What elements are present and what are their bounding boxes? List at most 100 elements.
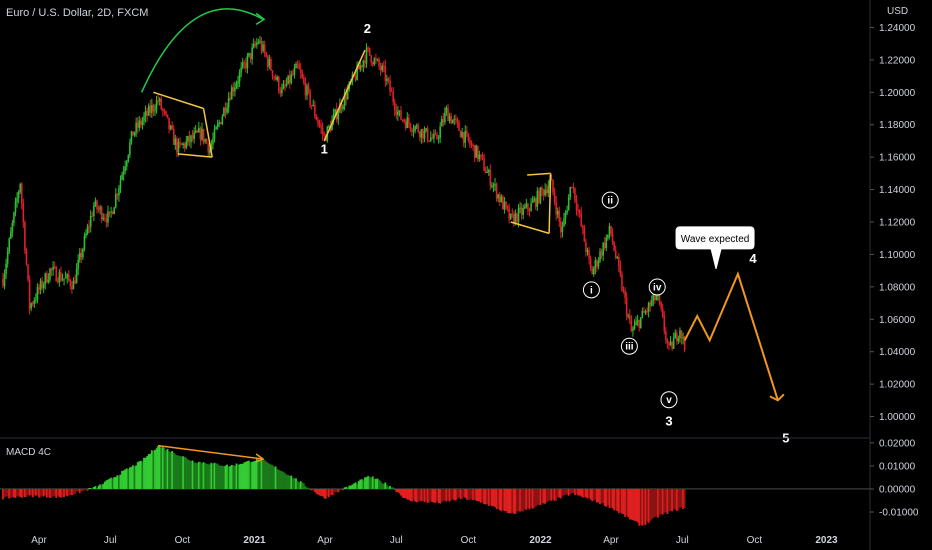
macd-bar — [367, 475, 369, 489]
macd-bar — [605, 488, 608, 507]
macd-bar — [559, 488, 562, 499]
candle-body — [423, 130, 426, 139]
candle-body — [411, 129, 413, 132]
candle — [296, 60, 299, 69]
candle — [179, 137, 181, 149]
macd-bar — [338, 488, 341, 491]
candle — [221, 114, 224, 126]
macd-bar — [450, 488, 453, 501]
candle — [625, 292, 628, 321]
macd-bar — [232, 465, 235, 489]
candle-body — [55, 267, 58, 282]
candle-body — [223, 107, 225, 117]
candle-body — [314, 104, 316, 116]
candle — [575, 194, 578, 216]
candle — [538, 188, 540, 205]
macd-bar — [99, 484, 102, 489]
candle-body — [674, 332, 677, 339]
candle — [110, 206, 112, 218]
candle-body — [113, 207, 116, 215]
callout-wave-expected[interactable]: Wave expected — [675, 226, 755, 270]
macd-drawings — [158, 444, 265, 463]
candle-body — [663, 316, 666, 332]
candle — [158, 97, 161, 106]
candle — [124, 160, 126, 175]
price-axis[interactable]: 1.24000 1.22000 1.20000 1.18000 1.16000 1.140… — [870, 23, 916, 423]
candle — [47, 273, 50, 284]
candle — [343, 88, 346, 111]
candle-body — [661, 308, 664, 317]
symbol-title[interactable]: Euro / U.S. Dollar, 2D, FXCM — [6, 7, 148, 19]
candle-body — [572, 187, 575, 189]
candle-body — [332, 114, 335, 121]
candle — [646, 307, 648, 315]
macd-bar — [349, 485, 352, 489]
candle-body — [267, 56, 269, 67]
macd-bar — [33, 488, 36, 496]
macd-bar — [243, 462, 246, 489]
candle-body — [522, 208, 525, 215]
candle-body — [143, 116, 145, 121]
candle-body — [476, 145, 479, 160]
candle — [406, 112, 409, 129]
candle — [60, 266, 62, 283]
macd-bar — [610, 488, 612, 508]
candle — [361, 64, 363, 72]
macd-bar — [160, 447, 163, 489]
candle-body — [216, 123, 219, 128]
candle — [497, 193, 499, 203]
candle-body — [172, 128, 175, 145]
candle — [519, 202, 521, 214]
macd-pane[interactable] — [0, 444, 870, 526]
macd-axis[interactable]: 0.02000 0.01000 0.00000 -0.01000 — [870, 438, 919, 519]
candle — [425, 127, 427, 133]
candle — [199, 126, 202, 146]
candle-body — [209, 149, 211, 153]
candle — [566, 205, 568, 215]
candle-body — [602, 242, 604, 256]
candle-body — [315, 115, 318, 120]
macd-bar — [92, 486, 95, 489]
macd-bar — [422, 488, 424, 501]
indicator-label[interactable]: MACD 4C — [6, 447, 51, 458]
candle — [649, 299, 651, 312]
macd-bar — [531, 488, 534, 509]
macd-bar — [257, 458, 260, 489]
candle — [583, 224, 586, 243]
time-axis[interactable]: Apr Jul Oct 2021 Apr Jul Oct 2022 Apr Jul Oct 2023 — [31, 535, 838, 546]
candle-body — [514, 213, 517, 224]
candle — [552, 179, 554, 196]
candle-body — [505, 201, 507, 207]
candle — [392, 87, 394, 106]
candle-body — [94, 200, 97, 206]
macd-bar — [666, 488, 669, 514]
macd-bar — [675, 488, 678, 512]
macd-bar — [671, 488, 674, 512]
candle-body — [567, 197, 570, 211]
macd-bar — [635, 488, 637, 522]
candle-body — [219, 122, 222, 125]
candle — [436, 131, 438, 141]
candle — [172, 124, 175, 146]
candle — [644, 309, 647, 315]
candle-body — [215, 127, 217, 130]
macd-bar — [306, 487, 308, 489]
candle-body — [191, 135, 194, 139]
macd-bar — [25, 488, 28, 497]
price-tick-label: 1.20000 — [879, 88, 916, 99]
candle-body — [365, 47, 368, 64]
macd-bar — [14, 488, 17, 498]
macd-bar — [268, 463, 271, 489]
candle — [93, 202, 95, 222]
macd-bar — [373, 479, 376, 489]
macd-bar — [301, 482, 304, 489]
candle — [373, 56, 376, 66]
macd-bar — [172, 452, 175, 489]
macd-bar — [517, 488, 520, 512]
candle — [489, 164, 492, 191]
candle — [151, 98, 153, 118]
candle — [207, 142, 210, 157]
candle-body — [525, 203, 528, 208]
macd-bar — [34, 488, 37, 496]
